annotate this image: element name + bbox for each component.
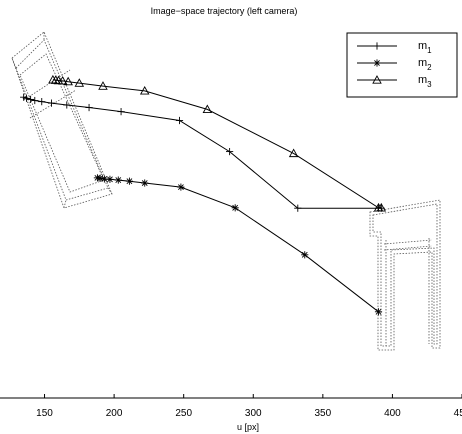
legend-item-3: m3 (357, 74, 432, 89)
x-tick-label: 350 (314, 408, 331, 419)
x-tick-label: 150 (36, 408, 53, 419)
series-2-point (177, 183, 185, 191)
legend-marker (373, 59, 381, 67)
legend-marker (372, 75, 382, 84)
legend-subscript: 2 (427, 63, 432, 72)
x-tick-label: 200 (106, 408, 123, 419)
series-3 (48, 74, 387, 212)
series-1-point (31, 96, 39, 105)
series-3-point (63, 76, 73, 86)
series-3-point (57, 75, 68, 85)
series-1-point (85, 103, 93, 112)
x-tick-label: 300 (245, 408, 262, 419)
series-2-point (374, 308, 383, 316)
series-1-point (38, 98, 46, 106)
series-1-point (294, 204, 302, 212)
target-camera-view-outline (369, 199, 441, 351)
series-2-point (141, 179, 149, 187)
legend-subscript: 3 (427, 80, 432, 89)
plot-area: 150 200 250 300 350 400 450 (0, 31, 462, 419)
series-2 (93, 174, 383, 316)
legend-box (346, 32, 458, 98)
series-2-point (231, 204, 239, 212)
series-3-point (139, 85, 150, 95)
series-1-point (22, 94, 31, 102)
series-1-point (117, 108, 125, 116)
series-2-point (100, 175, 108, 183)
series-2-point (301, 251, 309, 259)
x-tick-label: 250 (175, 408, 192, 419)
series-3-point (74, 78, 85, 87)
series-1-point (175, 116, 184, 125)
series-3-point (376, 202, 387, 212)
legend-item-1: m1 (357, 40, 432, 55)
series-1-point (63, 101, 71, 109)
series-2-point (96, 174, 104, 182)
series-3-point (202, 104, 213, 114)
legend-subscript: 1 (427, 46, 432, 55)
series-3-point (98, 81, 108, 90)
x-axis-label: u [px] (237, 422, 259, 432)
x-tick-layer: 150 200 250 300 350 400 450 (36, 394, 462, 419)
series-1-point (27, 95, 35, 104)
series-layer (20, 74, 387, 316)
series-1-point (47, 99, 56, 107)
chart-title: Image−space trajectory (left camera) (151, 6, 298, 16)
series-2-point (125, 177, 134, 185)
legend-marker (373, 42, 381, 50)
series-1-point (226, 147, 234, 156)
series-3-point (288, 148, 299, 158)
series-2-point (114, 176, 122, 184)
x-tick-label: 400 (384, 408, 401, 419)
x-tick-label: 450 (454, 408, 462, 419)
series-2-point (106, 175, 114, 183)
